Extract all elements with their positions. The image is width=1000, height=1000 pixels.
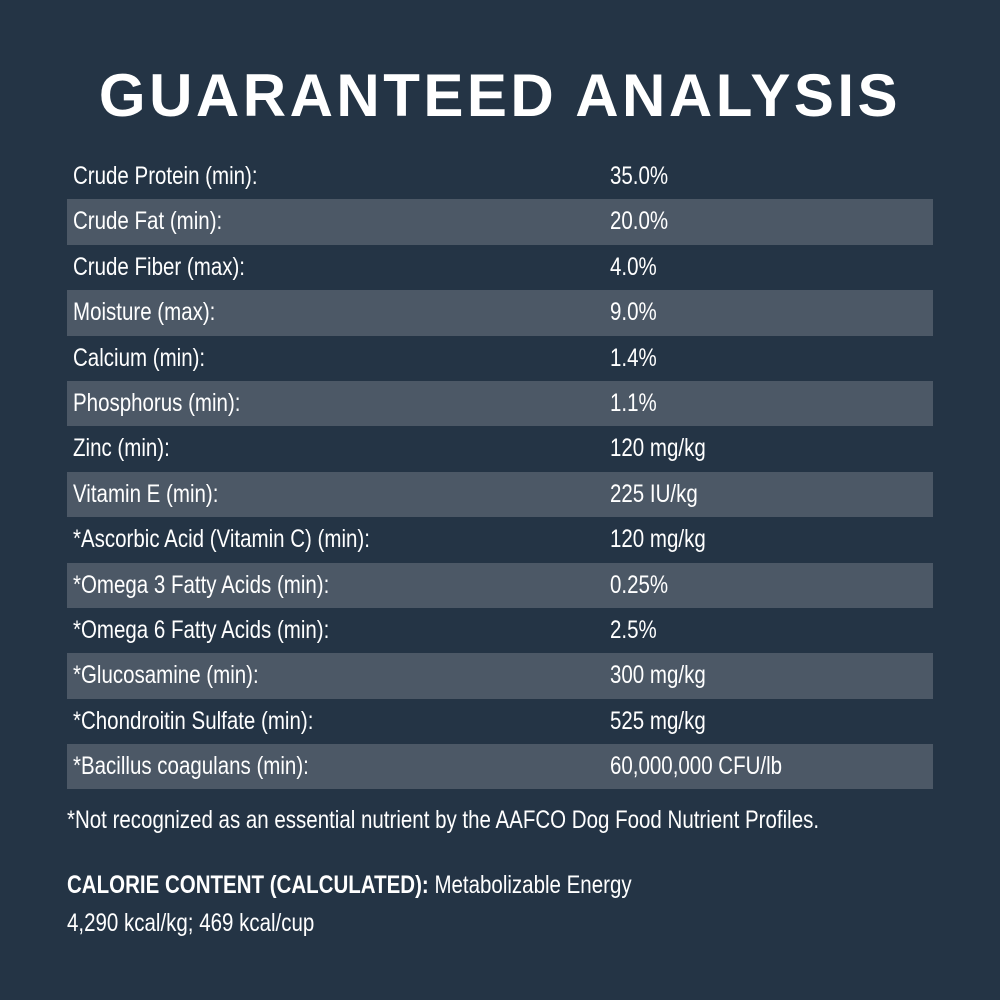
analysis-table: Crude Protein (min): 35.0% Crude Fat (min)… bbox=[67, 154, 933, 790]
table-row: *Omega 6 Fatty Acids (min): 2.5% bbox=[67, 608, 933, 653]
calorie-heading: CALORIE CONTENT (CALCULATED): bbox=[67, 871, 429, 899]
nutrient-label: Moisture (max): bbox=[73, 298, 216, 327]
page-title: GUARANTEED ANALYSIS bbox=[98, 62, 902, 129]
nutrient-label: *Omega 3 Fatty Acids (min): bbox=[73, 570, 330, 599]
nutrient-label: *Chondroitin Sulfate (min): bbox=[73, 706, 314, 735]
table-row: Phosphorus (min): 1.1% bbox=[67, 380, 933, 427]
nutrient-label: Crude Fiber (max): bbox=[73, 252, 246, 281]
nutrient-label: Crude Protein (min): bbox=[73, 162, 258, 190]
nutrient-label: *Glucosamine (min): bbox=[73, 661, 259, 690]
nutrient-value: 300 mg/kg bbox=[610, 661, 706, 690]
table-row: *Chondroitin Sulfate (min): 525 mg/kg bbox=[67, 699, 933, 744]
nutrient-label: *Omega 6 Fatty Acids (min): bbox=[73, 615, 330, 644]
table-row: Crude Protein (min): 35.0% bbox=[67, 154, 933, 199]
table-row: Zinc (min): 120 mg/kg bbox=[67, 426, 933, 471]
calorie-text: Metabolizable Energy bbox=[434, 871, 632, 899]
table-row: *Ascorbic Acid (Vitamin C) (min): 120 mg/… bbox=[67, 517, 933, 562]
nutrient-label: Crude Fat (min): bbox=[73, 207, 223, 236]
nutrient-value: 120 mg/kg bbox=[610, 434, 706, 463]
table-row: *Glucosamine (min): 300 mg/kg bbox=[67, 653, 933, 699]
nutrient-value: 2.5% bbox=[610, 615, 657, 644]
nutrient-value: 9.0% bbox=[610, 298, 657, 327]
nutrient-value: 60,000,000 CFU/lb bbox=[610, 752, 783, 781]
table-row: *Omega 3 Fatty Acids (min): 0.25% bbox=[67, 562, 933, 608]
nutrient-label: Zinc (min): bbox=[73, 434, 170, 463]
nutrient-value: 1.1% bbox=[610, 388, 657, 417]
nutrient-value: 4.0% bbox=[610, 252, 657, 281]
nutrient-label: *Ascorbic Acid (Vitamin C) (min): bbox=[73, 525, 370, 554]
nutrient-value: 525 mg/kg bbox=[610, 706, 706, 735]
table-row: *Bacillus coagulans (min): 60,000,000 CFU… bbox=[67, 744, 933, 790]
nutrient-value: 20.0% bbox=[610, 207, 669, 236]
nutrient-label: Calcium (min): bbox=[73, 343, 206, 372]
table-row: Crude Fat (min): 20.0% bbox=[67, 199, 933, 245]
calorie-values: 4,290 kcal/kg; 469 kcal/cup bbox=[67, 909, 315, 937]
table-row: Crude Fiber (max): 4.0% bbox=[67, 245, 933, 290]
nutrient-label: Vitamin E (min): bbox=[73, 479, 219, 508]
footnote: *Not recognized as an essential nutrient… bbox=[67, 806, 820, 834]
nutrient-label: *Bacillus coagulans (min): bbox=[73, 752, 309, 781]
nutrient-label: Phosphorus (min): bbox=[73, 388, 241, 417]
nutrient-value: 225 IU/kg bbox=[610, 479, 698, 508]
table-row: Calcium (min): 1.4% bbox=[67, 336, 933, 381]
nutrient-value: 35.0% bbox=[610, 162, 669, 190]
table-row: Vitamin E (min): 225 IU/kg bbox=[67, 471, 933, 518]
calorie-content: CALORIE CONTENT (CALCULATED): Metaboliza… bbox=[67, 866, 632, 942]
nutrient-value: 1.4% bbox=[610, 343, 657, 372]
nutrient-value: 0.25% bbox=[610, 570, 669, 599]
table-row: Moisture (max): 9.0% bbox=[67, 290, 933, 336]
nutrient-value: 120 mg/kg bbox=[610, 525, 706, 554]
